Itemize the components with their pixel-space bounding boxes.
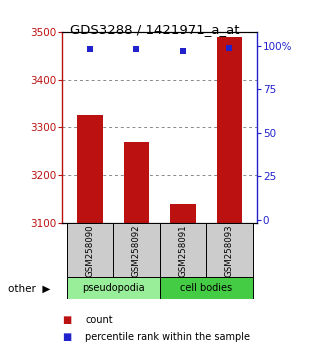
Bar: [67, 277, 160, 299]
Bar: [170, 204, 196, 223]
Text: other  ▶: other ▶: [8, 284, 50, 294]
Point: [227, 45, 232, 50]
Bar: [124, 142, 149, 223]
Bar: [160, 223, 206, 278]
Text: GSM258093: GSM258093: [225, 224, 234, 277]
Text: ■: ■: [62, 332, 71, 342]
Bar: [67, 223, 113, 278]
Text: GDS3288 / 1421971_a_at: GDS3288 / 1421971_a_at: [70, 23, 240, 36]
Point: [87, 46, 92, 52]
Text: count: count: [85, 315, 113, 325]
Bar: [77, 115, 103, 223]
Bar: [160, 277, 253, 299]
Bar: [217, 37, 242, 223]
Text: cell bodies: cell bodies: [180, 283, 232, 293]
Text: GSM258092: GSM258092: [132, 224, 141, 277]
Point: [180, 48, 185, 54]
Text: percentile rank within the sample: percentile rank within the sample: [85, 332, 250, 342]
Text: pseudopodia: pseudopodia: [82, 283, 144, 293]
Text: ■: ■: [62, 315, 71, 325]
Point: [134, 46, 139, 52]
Bar: [206, 223, 253, 278]
Text: GSM258090: GSM258090: [85, 224, 95, 277]
Text: GSM258091: GSM258091: [178, 224, 188, 277]
Bar: [113, 223, 160, 278]
